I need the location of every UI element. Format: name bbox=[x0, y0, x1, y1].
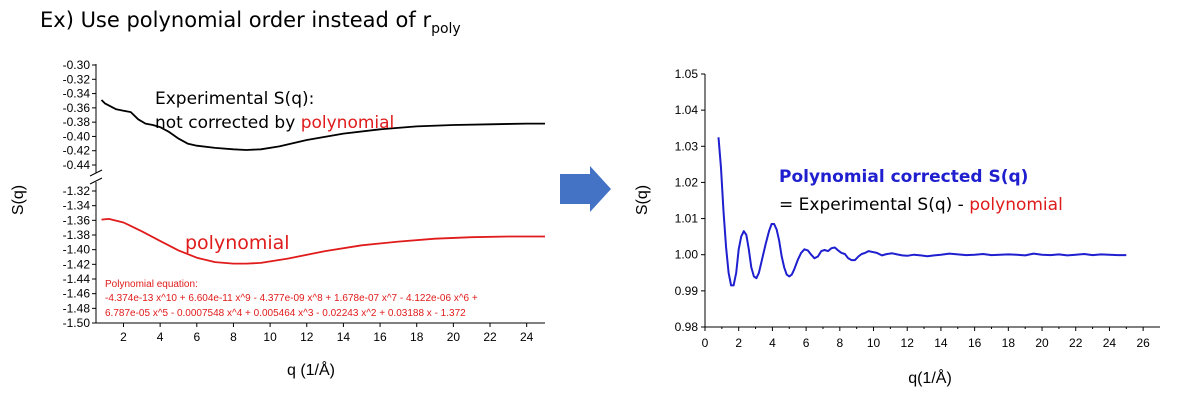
x-tick-label: 12 bbox=[901, 336, 915, 350]
corrected-annotation-line2: = Experimental S(q) - polynomial bbox=[779, 195, 1063, 215]
x-tick-label: 24 bbox=[520, 330, 534, 344]
x-tick-label: 14 bbox=[934, 336, 948, 350]
y-tick-label: -0.40 bbox=[63, 129, 91, 143]
x-tick-label: 16 bbox=[968, 336, 982, 350]
y-tick-label: -1.32 bbox=[63, 184, 91, 198]
y-tick-label: -1.44 bbox=[63, 272, 91, 286]
right-chart-x-ticks: 0 2 4 6 8 10 12 14 16 18 20 22 24 26 bbox=[702, 327, 1150, 350]
y-tick-label: -1.42 bbox=[63, 257, 91, 271]
x-tick-label: 8 bbox=[836, 336, 843, 350]
y-tick-label: -1.50 bbox=[63, 316, 91, 330]
y-tick-label: -0.34 bbox=[63, 87, 91, 101]
right-chart-series bbox=[717, 137, 1127, 287]
equation-title: Polynomial equation: bbox=[105, 279, 198, 290]
x-tick-label: 26 bbox=[1136, 336, 1150, 350]
x-tick-label: 18 bbox=[410, 330, 424, 344]
corrected-annotation-black: = Experimental S(q) - bbox=[779, 195, 969, 215]
right-chart-x-axis-label: q(1/Å) bbox=[908, 368, 952, 387]
x-tick-label: 8 bbox=[230, 330, 237, 344]
y-tick-label: 1.02 bbox=[675, 175, 699, 189]
y-tick-label: -1.46 bbox=[63, 287, 91, 301]
right-chart-y-axis-label: S(q) bbox=[634, 185, 651, 215]
x-tick-label: 20 bbox=[1035, 336, 1049, 350]
x-tick-label: 6 bbox=[193, 330, 200, 344]
corrected-annotation-line1: Polynomial corrected S(q) bbox=[779, 167, 1028, 187]
axis-break-mark bbox=[89, 177, 103, 185]
slide-title-subscript: poly bbox=[431, 21, 461, 37]
x-tick-label: 18 bbox=[1002, 336, 1016, 350]
right-arrow-icon bbox=[560, 166, 611, 212]
equation-line1: -4.374e-13 x^10 + 6.604e-11 x^9 - 4.377e… bbox=[105, 293, 478, 304]
y-tick-label: 1.00 bbox=[675, 248, 699, 262]
right-chart-y-ticks: 0.98 0.99 1.00 1.01 1.02 1.03 1.04 1.05 bbox=[675, 67, 705, 334]
y-tick-label: 1.01 bbox=[675, 212, 699, 226]
y-tick-label: 0.99 bbox=[675, 284, 699, 298]
x-tick-label: 20 bbox=[447, 330, 461, 344]
y-tick-label: 0.98 bbox=[675, 320, 699, 334]
y-tick-label: -0.44 bbox=[63, 158, 91, 172]
x-tick-label: 4 bbox=[769, 336, 776, 350]
y-tick-label: -1.40 bbox=[63, 243, 91, 257]
x-tick-label: 4 bbox=[157, 330, 164, 344]
axis-break-mark bbox=[89, 169, 103, 177]
corrected-sq-line bbox=[717, 137, 1127, 287]
x-tick-label: 6 bbox=[803, 336, 810, 350]
y-tick-label: -1.36 bbox=[63, 213, 91, 227]
y-tick-label: -1.38 bbox=[63, 228, 91, 242]
x-tick-label: 16 bbox=[373, 330, 387, 344]
y-tick-label: -0.42 bbox=[63, 144, 91, 158]
left-chart-series bbox=[100, 99, 545, 265]
right-chart-axes bbox=[704, 74, 1160, 328]
x-tick-label: 10 bbox=[263, 330, 277, 344]
x-tick-label: 0 bbox=[702, 336, 709, 350]
y-tick-label: 1.05 bbox=[675, 67, 699, 81]
y-tick-label: -1.48 bbox=[63, 301, 91, 315]
experimental-annotation-red: polynomial bbox=[301, 113, 395, 133]
x-tick-label: 2 bbox=[735, 336, 742, 350]
x-tick-label: 12 bbox=[300, 330, 314, 344]
y-tick-label: -0.36 bbox=[63, 101, 91, 115]
x-tick-label: 22 bbox=[483, 330, 497, 344]
x-tick-label: 14 bbox=[337, 330, 351, 344]
left-chart-y-axis-label: S(q) bbox=[10, 185, 27, 215]
y-tick-label: 1.04 bbox=[675, 103, 699, 117]
experimental-annotation-line2: not corrected by polynomial bbox=[155, 113, 394, 133]
experimental-sq-line bbox=[100, 99, 545, 151]
corrected-annotation-red: polynomial bbox=[969, 195, 1063, 215]
x-tick-label: 22 bbox=[1069, 336, 1083, 350]
y-tick-label: -0.32 bbox=[63, 72, 91, 86]
left-chart: 2 4 6 8 10 12 14 16 18 20 22 24 -0.30-0.32-0.34-0.3… bbox=[10, 58, 545, 379]
left-chart-y-ticks: -0.30-0.32-0.34-0.36-0.38-0.40-0.42-0.44… bbox=[63, 58, 96, 330]
slide-title-main: Ex) Use polynomial order instead of r bbox=[40, 8, 432, 32]
y-tick-label: 1.03 bbox=[675, 139, 699, 153]
left-chart-x-ticks: 2 4 6 8 10 12 14 16 18 20 22 24 bbox=[120, 323, 534, 344]
x-tick-label: 10 bbox=[867, 336, 881, 350]
right-chart: 0 2 4 6 8 10 12 14 16 18 20 22 24 26 0.980.991.001.01… bbox=[634, 67, 1160, 387]
y-tick-label: -1.34 bbox=[63, 199, 91, 213]
left-chart-x-axis-label: q (1/Å) bbox=[287, 360, 335, 379]
polynomial-curve-label: polynomial bbox=[185, 232, 290, 254]
x-tick-label: 2 bbox=[120, 330, 127, 344]
y-tick-label: -0.38 bbox=[63, 115, 91, 129]
experimental-annotation-black: not corrected by bbox=[155, 113, 295, 133]
polynomial-fit-line bbox=[101, 217, 545, 265]
y-tick-label: -0.30 bbox=[63, 58, 91, 72]
equation-line2: 6.787e-05 x^5 - 0.0007548 x^4 + 0.005464… bbox=[105, 308, 466, 319]
experimental-annotation-line1: Experimental S(q): bbox=[155, 89, 314, 109]
slide-title: Ex) Use polynomial order instead of rpol… bbox=[40, 8, 461, 37]
x-tick-label: 24 bbox=[1103, 336, 1117, 350]
